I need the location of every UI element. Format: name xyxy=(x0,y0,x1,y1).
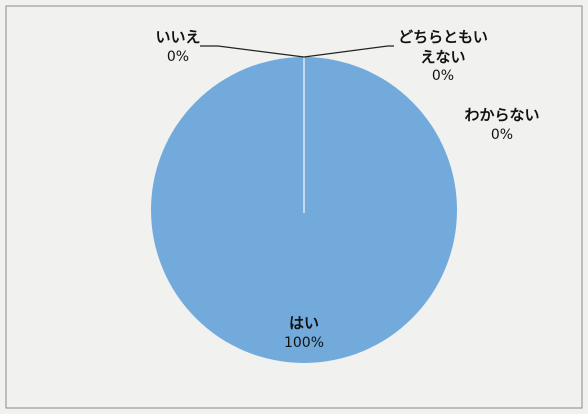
label-name-line2: えない xyxy=(420,47,466,66)
data-label-iie: いいえ 0% xyxy=(138,28,218,66)
data-label-wakaranai: わからない 0% xyxy=(452,106,552,144)
leader-line-1 xyxy=(303,45,394,58)
data-label-dochiratomoienai: どちらともい えない 0% xyxy=(388,28,498,85)
label-percent: 0% xyxy=(431,68,455,84)
pie-slices xyxy=(151,57,457,363)
chart-frame xyxy=(5,5,583,409)
label-name: わからない xyxy=(464,106,540,124)
label-name: はい xyxy=(288,314,319,332)
leader-lines xyxy=(200,45,394,58)
data-label-hai: はい 100% xyxy=(262,314,346,352)
label-percent: 0% xyxy=(490,126,514,143)
label-percent: 100% xyxy=(283,334,325,351)
label-name: いいえ xyxy=(155,28,201,46)
label-name-line1: どちらともい xyxy=(398,28,488,46)
leader-line-0 xyxy=(200,45,305,58)
label-percent: 0% xyxy=(166,48,190,65)
